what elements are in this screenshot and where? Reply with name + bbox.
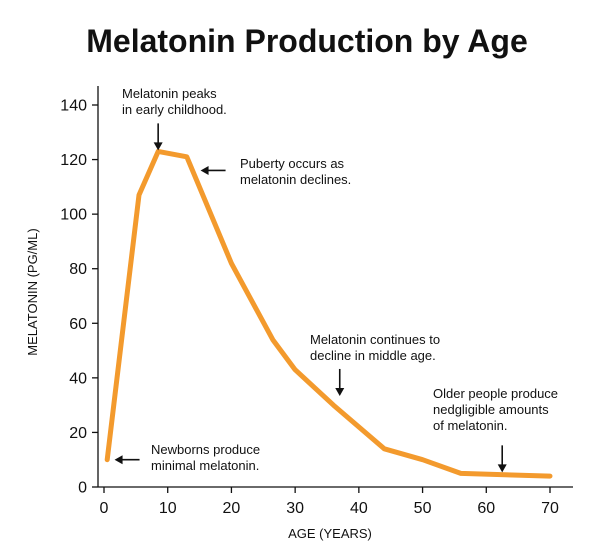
annotation-text: melatonin declines. bbox=[240, 172, 351, 187]
x-tick-label: 20 bbox=[223, 500, 241, 517]
y-tick-label: 0 bbox=[78, 480, 87, 497]
annotation-text: in early childhood. bbox=[122, 102, 227, 117]
annotation-text: of melatonin. bbox=[433, 418, 507, 433]
x-tick-label: 0 bbox=[100, 500, 109, 517]
annotation-text: minimal melatonin. bbox=[151, 458, 259, 473]
y-tick-label: 60 bbox=[69, 316, 87, 333]
x-tick-label: 40 bbox=[350, 500, 368, 517]
y-tick-label: 40 bbox=[69, 370, 87, 387]
annotation-text: Puberty occurs as bbox=[240, 156, 345, 171]
arrowhead bbox=[114, 455, 123, 465]
series-line bbox=[104, 148, 553, 479]
annotation-text: Older people produce bbox=[433, 386, 558, 401]
annotation-text: Newborns produce bbox=[151, 442, 260, 457]
x-tick-label: 50 bbox=[414, 500, 432, 517]
annotation-text: nedgligible amounts bbox=[433, 402, 549, 417]
y-axis-label: MELATONIN (PG/ML) bbox=[25, 228, 40, 355]
arrowhead bbox=[153, 142, 163, 151]
ticks: 0 20 40 60 80 100 120 140 0 10 20 30 40 50 60 70 bbox=[60, 98, 559, 518]
arrowhead bbox=[200, 165, 209, 175]
y-tick-label: 20 bbox=[69, 425, 87, 442]
x-tick-label: 10 bbox=[159, 500, 177, 517]
y-tick-label: 140 bbox=[60, 98, 87, 115]
annotation-text: decline in middle age. bbox=[310, 348, 436, 363]
y-tick-label: 120 bbox=[60, 152, 87, 169]
x-tick-label: 60 bbox=[477, 500, 495, 517]
x-tick-label: 70 bbox=[541, 500, 559, 517]
x-axis-label: AGE (YEARS) bbox=[288, 526, 372, 541]
y-tick-label: 100 bbox=[60, 207, 87, 224]
y-tick-label: 80 bbox=[69, 261, 87, 278]
arrowhead bbox=[497, 464, 507, 473]
annotation-text: Melatonin continues to bbox=[310, 332, 440, 347]
plot-area bbox=[104, 148, 553, 479]
chart-title: Melatonin Production by Age bbox=[86, 23, 527, 59]
axes bbox=[97, 86, 573, 488]
annotation-text: Melatonin peaks bbox=[122, 86, 217, 101]
x-tick-label: 30 bbox=[286, 500, 304, 517]
arrowhead bbox=[335, 387, 345, 396]
